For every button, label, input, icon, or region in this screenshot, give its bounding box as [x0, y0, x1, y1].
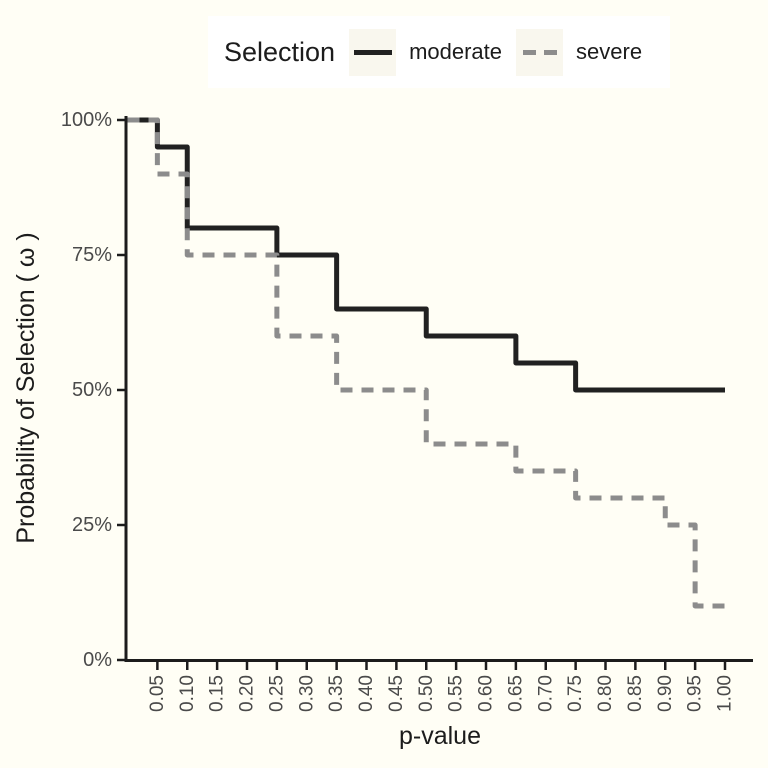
x-tick-label: 0.55: [446, 675, 467, 712]
x-axis-title: p-value: [399, 722, 481, 750]
legend-key-severe-dashed-line-icon: [516, 28, 564, 76]
x-tick-label: 0.45: [386, 675, 407, 712]
legend-item-moderate: moderate: [335, 28, 503, 76]
x-tick-label: 0.15: [207, 675, 228, 712]
x-tick-label: 0.95: [685, 675, 706, 712]
series-lines: [127, 117, 725, 609]
legend-item-label: moderate: [409, 39, 503, 64]
axis-tick-labels: 0.05 0.10 0.15 0.20 0.25 0.30 0.35 0.40 0.45 0.50…: [61, 109, 736, 712]
x-tick-label: 0.30: [296, 675, 317, 712]
x-tick-label: 0.20: [237, 675, 258, 712]
legend-item-severe: severe: [502, 28, 643, 76]
series-path-moderate: [127, 117, 725, 393]
x-tick-label: 1.00: [715, 675, 736, 712]
y-tick-label: 75%: [72, 244, 112, 266]
axis-ticks: [117, 118, 727, 670]
x-tick-label: 0.85: [625, 675, 646, 712]
legend-key-moderate-solid-line-icon: [349, 28, 397, 76]
y-tick-label: 100%: [61, 109, 112, 131]
legend-items: moderate severe: [335, 28, 643, 76]
series-path-severe: [127, 117, 725, 609]
x-tick-label: 0.50: [416, 675, 437, 712]
x-tick-label: 0.10: [177, 675, 198, 712]
x-tick-label: 0.40: [356, 675, 377, 712]
y-tick-label: 0%: [83, 649, 112, 671]
y-axis-title: Probability of Selection ( ω ): [12, 232, 40, 543]
x-tick-label: 0.70: [535, 675, 556, 712]
y-tick-label: 25%: [72, 514, 112, 536]
x-tick-label: 0.60: [476, 675, 497, 712]
x-tick-label: 0.90: [655, 675, 676, 712]
x-tick-label: 0.25: [266, 675, 287, 712]
x-tick-label: 0.80: [595, 675, 616, 712]
x-tick-label: 0.65: [505, 675, 526, 712]
legend-item-label: severe: [576, 39, 643, 64]
x-tick-label: 0.75: [565, 675, 586, 712]
legend-title: Selection: [224, 36, 336, 67]
x-tick-label: 0.35: [326, 675, 347, 712]
legend: Selection moderate severe: [208, 16, 670, 88]
y-tick-label: 50%: [72, 379, 112, 401]
axes: [124, 116, 753, 662]
x-tick-label: 0.05: [147, 675, 168, 712]
